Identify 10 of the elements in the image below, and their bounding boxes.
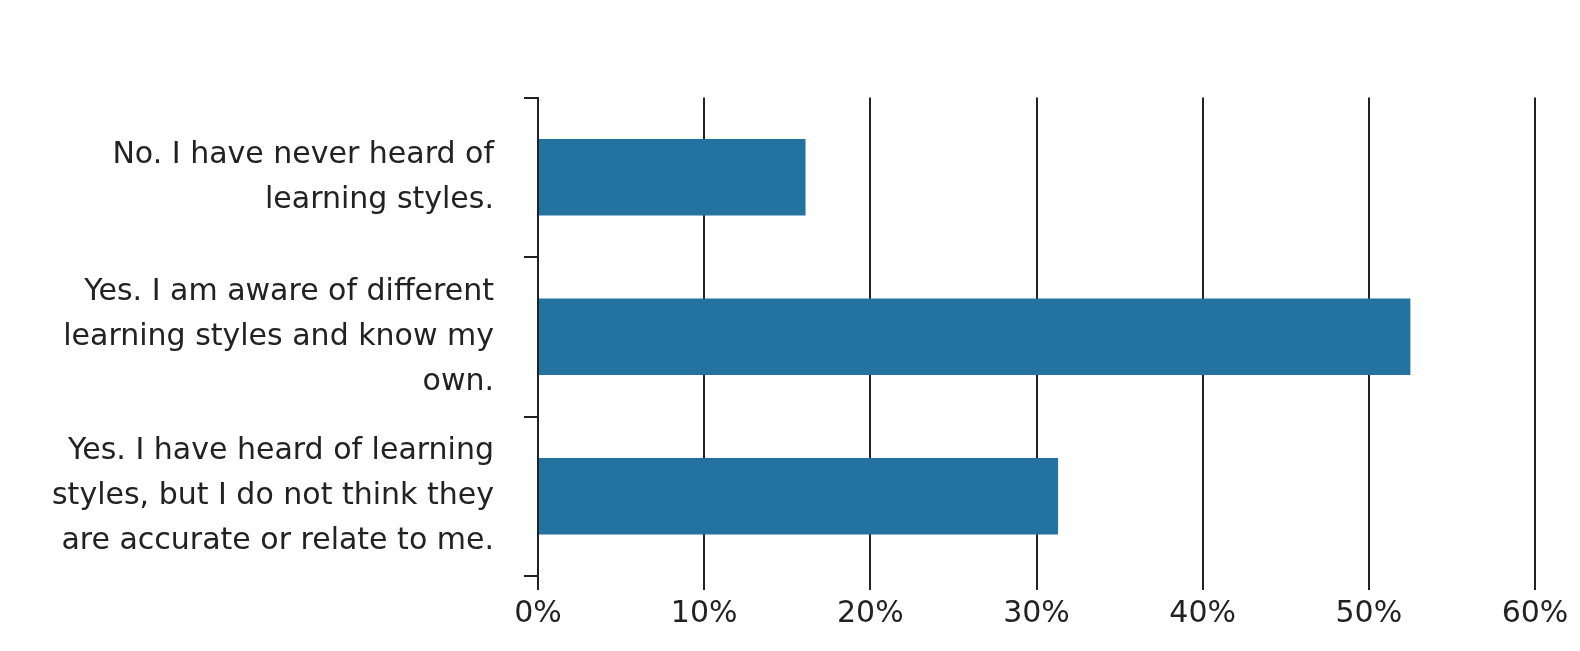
x-tick-label: 30% [1003, 593, 1070, 629]
x-tick-label: 0% [514, 593, 562, 629]
x-tick-label: 20% [836, 593, 904, 629]
y-tick-label: No. I have never heard of learning styles. [112, 134, 496, 215]
x-tick-label: 60% [1501, 593, 1569, 629]
x-tick-label: 50% [1335, 593, 1403, 629]
x-tick-label: 10% [670, 593, 738, 629]
y-tick-label: Yes. I am aware of different learning styles and know my own. [63, 271, 495, 397]
y-tick-label: Yes. I have heard of learning styles, but I do not think they are accurate or relate to me. [51, 431, 494, 557]
x-tick-label: 40% [1169, 593, 1237, 629]
